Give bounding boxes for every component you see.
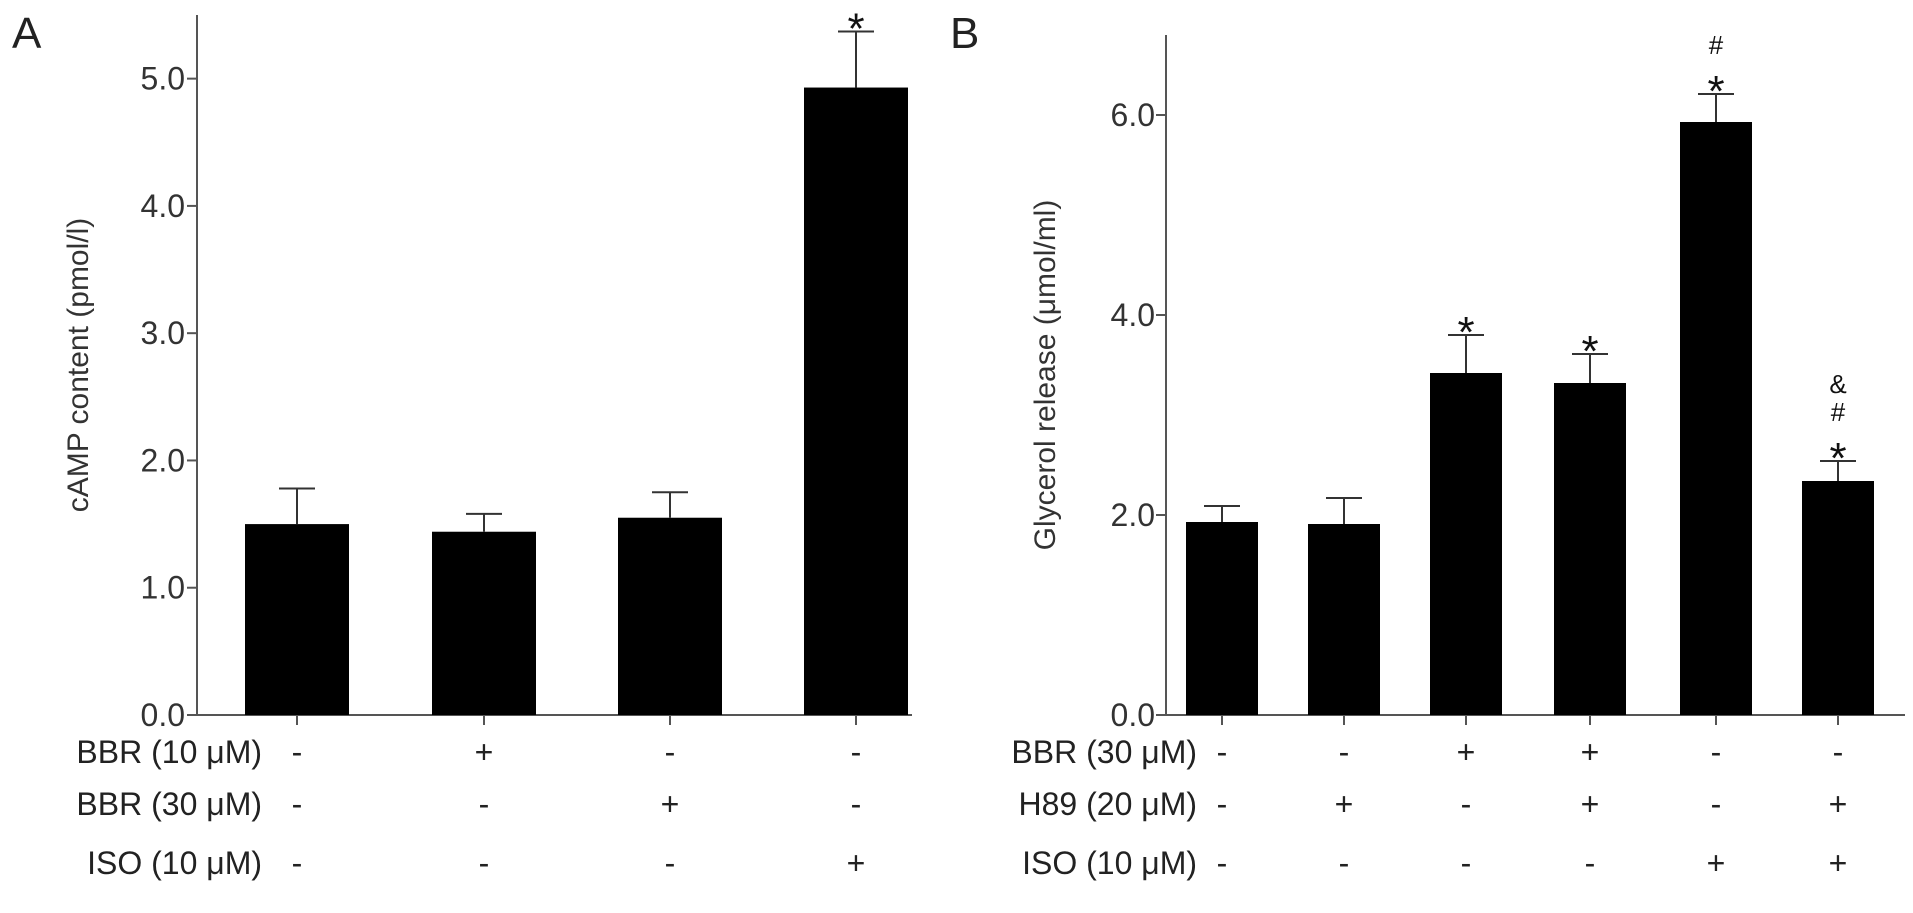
bar <box>1802 481 1874 715</box>
panel-label: B <box>950 9 979 58</box>
bar <box>245 524 349 715</box>
bar <box>1186 522 1258 715</box>
significance-mark: # <box>1709 30 1724 60</box>
significance-star: * <box>1829 434 1846 483</box>
condition-sign: - <box>851 734 862 770</box>
condition-sign: + <box>1457 734 1476 770</box>
y-tick-label: 4.0 <box>1111 297 1155 333</box>
condition-sign: + <box>1335 786 1354 822</box>
condition-sign: - <box>665 845 676 881</box>
condition-sign: - <box>1585 845 1596 881</box>
y-tick-label: 0.0 <box>141 697 185 733</box>
condition-sign: - <box>1711 786 1722 822</box>
condition-label: ISO (10 μM) <box>1022 845 1197 881</box>
condition-sign: - <box>851 786 862 822</box>
condition-sign: + <box>1707 845 1726 881</box>
y-tick-label: 2.0 <box>1111 497 1155 533</box>
condition-label: H89 (20 μM) <box>1019 786 1197 822</box>
significance-mark: & <box>1829 369 1846 399</box>
bar <box>804 87 908 715</box>
condition-sign: - <box>292 786 303 822</box>
condition-sign: + <box>661 786 680 822</box>
y-axis-label: cAMP content (pmol/l) <box>62 218 95 513</box>
significance-mark: # <box>1831 397 1846 427</box>
condition-label: BBR (10 μM) <box>76 734 262 770</box>
bar <box>1430 373 1502 715</box>
condition-label: BBR (30 μM) <box>1011 734 1197 770</box>
bar <box>1308 524 1380 715</box>
condition-sign: - <box>479 845 490 881</box>
condition-sign: - <box>1461 845 1472 881</box>
condition-sign: - <box>665 734 676 770</box>
y-tick-label: 0.0 <box>1111 697 1155 733</box>
condition-sign: + <box>1829 786 1848 822</box>
significance-star: * <box>1457 308 1474 357</box>
condition-sign: + <box>847 845 866 881</box>
condition-sign: + <box>1581 734 1600 770</box>
bar <box>432 531 536 715</box>
y-axis-label: Glycerol release (μmol/ml) <box>1029 200 1062 551</box>
condition-sign: - <box>1461 786 1472 822</box>
significance-star: * <box>1581 327 1598 376</box>
condition-sign: + <box>475 734 494 770</box>
condition-sign: + <box>1581 786 1600 822</box>
significance-star: * <box>847 5 864 54</box>
condition-sign: - <box>1217 786 1228 822</box>
condition-label: ISO (10 μM) <box>87 845 262 881</box>
condition-sign: - <box>1711 734 1722 770</box>
condition-sign: - <box>1339 845 1350 881</box>
condition-sign: - <box>1217 845 1228 881</box>
condition-sign: - <box>1833 734 1844 770</box>
condition-sign: - <box>1339 734 1350 770</box>
significance-star: * <box>1707 67 1724 116</box>
y-tick-label: 6.0 <box>1111 97 1155 133</box>
bar <box>1554 383 1626 715</box>
condition-label: BBR (30 μM) <box>76 786 262 822</box>
y-tick-label: 2.0 <box>141 442 185 478</box>
y-tick-label: 1.0 <box>141 570 185 606</box>
y-tick-label: 4.0 <box>141 188 185 224</box>
condition-sign: - <box>479 786 490 822</box>
bar <box>618 517 722 715</box>
condition-sign: - <box>292 845 303 881</box>
y-tick-label: 5.0 <box>141 61 185 97</box>
panel-label: A <box>12 9 42 58</box>
condition-sign: + <box>1829 845 1848 881</box>
y-tick-label: 3.0 <box>141 315 185 351</box>
condition-sign: - <box>1217 734 1228 770</box>
bar <box>1680 122 1752 715</box>
condition-sign: - <box>292 734 303 770</box>
